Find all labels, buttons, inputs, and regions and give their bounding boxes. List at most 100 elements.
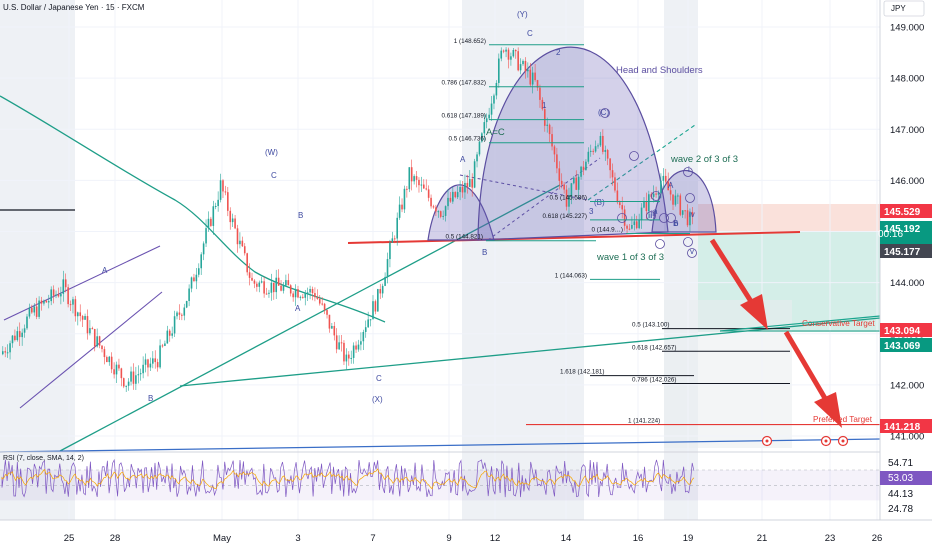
candle-body xyxy=(21,332,23,338)
candle-body xyxy=(592,150,594,152)
candle-body xyxy=(331,325,333,329)
candle-body xyxy=(64,279,67,288)
candle-body xyxy=(442,215,444,217)
wave-label: (X) xyxy=(372,395,383,404)
candle-body xyxy=(318,298,321,304)
candle-body xyxy=(14,335,16,341)
wave-1-label: wave 1 of 3 of 3 xyxy=(596,252,664,263)
candle-body xyxy=(563,184,565,190)
candle-body xyxy=(265,293,268,295)
rsi-value-box xyxy=(880,471,932,485)
fib-level-label: 0.786 (147.832) xyxy=(442,80,486,87)
candle-body xyxy=(357,344,360,350)
candle-body xyxy=(168,330,171,336)
wave-label: (Y) xyxy=(517,10,528,19)
candle-body xyxy=(188,288,190,301)
candle-body xyxy=(289,285,292,294)
candle-body xyxy=(316,297,319,299)
candle-body xyxy=(45,300,48,303)
candle-body xyxy=(427,189,430,198)
candle-body xyxy=(498,58,500,83)
candle-body xyxy=(546,124,549,126)
candle-body xyxy=(534,72,536,81)
price-tick-label: 144.000 xyxy=(890,278,924,289)
candle-body xyxy=(272,282,275,293)
rsi-indicator-label[interactable]: RSI (7, close, SMA, 14, 2) xyxy=(3,455,84,462)
candle-body xyxy=(464,182,466,193)
candle-body xyxy=(606,150,609,159)
price-tick-label: 141.000 xyxy=(890,432,924,443)
candle-body xyxy=(57,294,60,297)
price-label-text: 143.094 xyxy=(884,326,921,337)
candle-body xyxy=(476,154,478,162)
candle-body xyxy=(510,56,512,60)
wave-label: B xyxy=(673,219,678,228)
candle-body xyxy=(207,218,210,229)
candle-body xyxy=(348,354,350,359)
price-label-text: 145.192 xyxy=(884,224,921,235)
candle-body xyxy=(176,312,178,317)
candle-body xyxy=(101,345,103,350)
price-tick-label: 146.000 xyxy=(890,176,924,187)
price-tick-label: 142.000 xyxy=(890,380,924,391)
candle-body xyxy=(473,161,476,188)
fib-level-label: 0.5 (146.736) xyxy=(449,136,486,143)
fib-level-label: 0.618 (145.227) xyxy=(543,213,587,220)
candle-body xyxy=(466,182,469,187)
left-shoulder-arc xyxy=(427,184,495,241)
a-equals-c-label: A=C xyxy=(486,127,505,138)
candle-body xyxy=(679,195,682,215)
event-marker-dot xyxy=(824,439,828,443)
candle-body xyxy=(171,333,173,336)
price-tick-label: 147.000 xyxy=(890,125,924,136)
candle-body xyxy=(340,342,343,344)
candle-body xyxy=(575,177,578,190)
candle-body xyxy=(568,196,570,207)
candle-body xyxy=(18,331,21,338)
candle-body xyxy=(214,206,217,208)
candle-body xyxy=(449,197,452,202)
candle-body xyxy=(522,60,524,65)
candle-body xyxy=(367,319,369,328)
candle-body xyxy=(72,299,74,305)
candle-body xyxy=(161,345,164,347)
candle-body xyxy=(132,371,135,384)
candle-body xyxy=(403,188,406,210)
time-tick-label: 7 xyxy=(370,533,375,544)
candle-body xyxy=(159,345,161,368)
price-axis-background xyxy=(880,0,932,550)
candle-body xyxy=(360,341,362,345)
wave-label: iii xyxy=(651,209,657,218)
dashed-projection xyxy=(587,124,696,201)
conservative-target-label: Conservative Target xyxy=(802,319,875,328)
candle-body xyxy=(565,189,568,207)
candle-body xyxy=(577,176,580,190)
candle-body xyxy=(423,184,425,189)
price-label-box xyxy=(880,204,932,218)
candle-body xyxy=(149,363,152,368)
arrow-head-1 xyxy=(740,294,768,330)
candle-body xyxy=(195,274,198,282)
wave-label: a xyxy=(653,207,658,216)
fib-shade xyxy=(664,300,792,448)
candle-body xyxy=(299,296,302,298)
candle-body xyxy=(444,206,447,216)
fib-level-label: 0.786 (142.026) xyxy=(632,377,676,384)
candle-body xyxy=(96,336,98,347)
candle-body xyxy=(321,303,323,305)
candle-body xyxy=(93,329,96,347)
candle-body xyxy=(224,191,227,193)
candle-body xyxy=(560,180,563,185)
fib-level-label: 0.5 (144.821) xyxy=(446,234,483,241)
session-shade-1 xyxy=(0,0,75,452)
candle-body xyxy=(323,303,326,311)
candle-body xyxy=(418,179,420,186)
candle-body xyxy=(507,49,510,60)
candle-body xyxy=(355,345,357,350)
candle-body xyxy=(582,166,585,171)
candle-body xyxy=(50,289,52,302)
candle-body xyxy=(425,188,428,190)
candle-body xyxy=(643,201,645,208)
